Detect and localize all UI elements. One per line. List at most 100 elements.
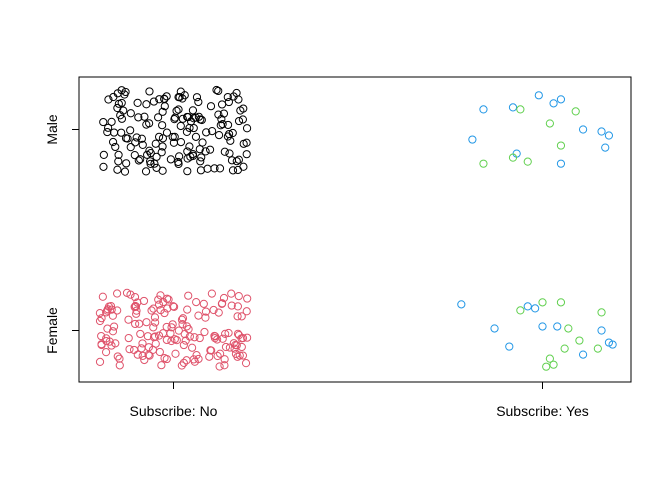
- point-no-female: [181, 336, 190, 345]
- x-axis: Subscribe: No Subscribe: Yes: [130, 382, 589, 419]
- point-no-male: [183, 147, 192, 156]
- point-yes-female: [578, 350, 588, 359]
- point-no-male: [225, 129, 234, 139]
- point-yes-female: [538, 298, 547, 307]
- point-yes-male: [479, 159, 488, 168]
- point-no-female: [160, 308, 169, 318]
- point-no-female: [113, 352, 122, 361]
- point-no-female: [231, 349, 241, 359]
- point-no-male: [99, 162, 108, 171]
- point-no-female: [174, 326, 183, 335]
- point-yes-male: [523, 157, 532, 166]
- point-no-female: [131, 302, 141, 311]
- point-no-male: [194, 97, 203, 107]
- point-no-male: [205, 145, 215, 154]
- point-no-male: [176, 121, 185, 131]
- point-yes-female: [457, 300, 466, 309]
- point-no-male: [227, 156, 237, 165]
- point-no-female: [159, 297, 168, 307]
- point-no-male: [214, 131, 224, 140]
- point-no-male: [183, 112, 192, 122]
- point-no-male: [136, 155, 145, 164]
- point-no-female: [192, 351, 201, 360]
- point-no-male: [223, 92, 232, 102]
- point-yes-female: [490, 324, 499, 333]
- point-no-male: [192, 93, 202, 102]
- point-no-male: [117, 114, 127, 123]
- point-no-female: [108, 311, 117, 320]
- point-yes-female: [549, 360, 558, 369]
- point-no-male: [132, 133, 141, 142]
- point-no-male: [121, 87, 130, 97]
- point-no-female: [132, 306, 141, 315]
- point-yes-female: [575, 336, 584, 345]
- point-no-female: [138, 351, 147, 361]
- point-no-female: [215, 362, 224, 371]
- point-no-female: [113, 289, 122, 298]
- point-no-male: [121, 134, 131, 143]
- point-no-male: [137, 134, 146, 143]
- point-no-female: [225, 343, 234, 352]
- point-no-female: [133, 350, 142, 359]
- point-no-female: [178, 320, 187, 329]
- point-no-female: [160, 353, 169, 363]
- point-no-female: [233, 302, 242, 311]
- point-no-male: [236, 106, 245, 115]
- point-no-male: [126, 109, 135, 118]
- point-yes-male: [556, 159, 566, 168]
- point-no-male: [189, 123, 198, 133]
- point-no-female: [201, 313, 210, 322]
- x-tick-label-yes: Subscribe: Yes: [496, 403, 589, 419]
- point-no-female: [139, 296, 149, 306]
- point-no-female: [102, 336, 111, 346]
- point-no-female: [189, 355, 198, 364]
- point-yes-female: [531, 304, 540, 313]
- point-no-male: [208, 127, 217, 136]
- point-no-male: [238, 115, 247, 124]
- point-no-female: [136, 329, 145, 339]
- point-no-male: [219, 109, 229, 118]
- point-no-male: [141, 167, 151, 176]
- point-no-male: [195, 145, 204, 154]
- point-no-female: [205, 352, 214, 361]
- point-no-female: [218, 299, 227, 308]
- point-no-male: [104, 95, 113, 104]
- point-no-male: [242, 138, 251, 147]
- point-no-female: [154, 300, 164, 309]
- point-no-female: [218, 334, 227, 343]
- point-no-male: [142, 100, 151, 109]
- point-no-male: [146, 157, 155, 166]
- point-yes-male: [508, 153, 518, 162]
- point-yes-female: [553, 322, 562, 331]
- point-no-female: [211, 332, 220, 341]
- point-no-female: [95, 309, 104, 318]
- point-no-female: [241, 359, 251, 368]
- point-no-female: [194, 311, 203, 320]
- point-no-male: [197, 115, 206, 125]
- point-no-female: [177, 361, 186, 370]
- point-no-female: [190, 333, 199, 342]
- point-yes-female: [542, 362, 551, 371]
- point-no-female: [183, 305, 192, 314]
- point-no-male: [134, 113, 143, 122]
- point-no-male: [217, 115, 226, 124]
- point-no-male: [108, 137, 118, 147]
- point-no-female: [242, 307, 251, 316]
- point-no-male: [198, 138, 207, 147]
- point-no-female: [124, 333, 133, 343]
- point-no-female: [199, 299, 208, 308]
- point-no-female: [140, 355, 149, 365]
- point-no-female: [157, 361, 166, 370]
- point-yes-male: [468, 135, 477, 144]
- point-yes-female: [538, 322, 547, 331]
- point-no-female: [130, 292, 140, 302]
- point-no-female: [101, 348, 111, 357]
- point-no-male: [242, 150, 251, 159]
- point-no-female: [162, 322, 171, 332]
- point-no-female: [192, 298, 201, 307]
- point-no-male: [176, 137, 186, 147]
- point-no-female: [224, 328, 233, 338]
- point-no-male: [158, 121, 167, 130]
- point-no-female: [138, 339, 147, 348]
